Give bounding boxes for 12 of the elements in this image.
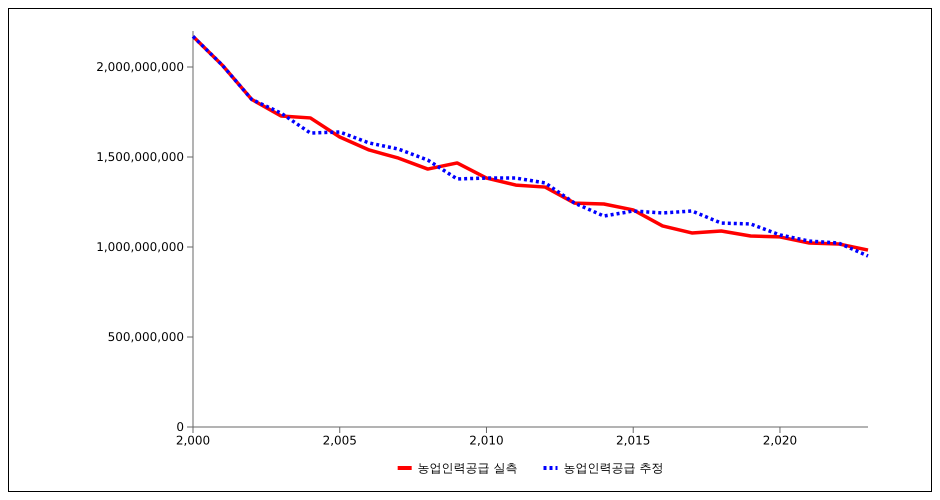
x-tick-label: 2,020 [762, 434, 798, 448]
x-tick-label: 2,000 [176, 434, 210, 448]
legend-label: 농업인력공급 추정 [564, 461, 664, 475]
x-tick-label: 2,005 [322, 434, 357, 448]
y-tick-label: 1,500,000,000 [96, 150, 184, 164]
y-tick-label: 2,000,000,000 [96, 60, 184, 74]
x-tick-label: 2,015 [616, 434, 650, 448]
x-tick-label: 2,010 [469, 434, 504, 448]
y-tick-label: 0 [176, 420, 184, 434]
y-tick-label: 1,000,000,000 [96, 240, 184, 254]
y-tick-label: 500,000,000 [108, 330, 184, 344]
legend-label: 농업인력공급 실측 [418, 461, 518, 475]
